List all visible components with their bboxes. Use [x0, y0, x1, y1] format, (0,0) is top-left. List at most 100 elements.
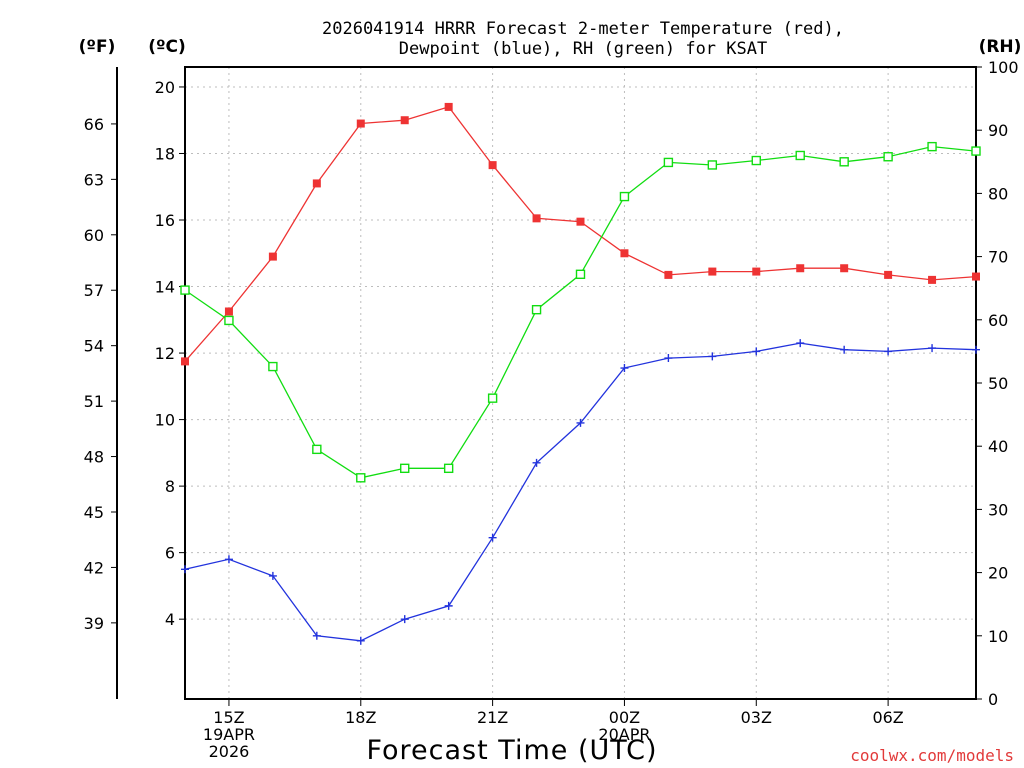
relative-humidity-point: [927, 141, 937, 152]
credit-text: coolwx.com/models: [850, 746, 1014, 765]
relative-humidity-point: [312, 444, 322, 455]
2-meter-temperature-point: [312, 179, 321, 188]
dewpoint-point: [488, 533, 497, 542]
dewpoint-point: [620, 364, 629, 373]
celsius-tick-label: 14: [155, 278, 175, 297]
fahrenheit-tick-label: 42: [84, 558, 104, 577]
relative-humidity-point: [971, 146, 981, 156]
dewpoint-point: [972, 345, 980, 354]
relative-humidity-point: [224, 315, 234, 326]
2-meter-temperature-point: [576, 217, 585, 226]
rh-tick-label: 30: [988, 500, 1008, 519]
relative-humidity-point: [839, 157, 849, 167]
2-meter-temperature-point: [664, 270, 673, 279]
dewpoint-point: [576, 418, 585, 427]
2-meter-temperature-point: [708, 267, 717, 276]
dewpoint-point: [181, 565, 189, 574]
dewpoint-point: [752, 347, 761, 356]
celsius-tick-label: 4: [165, 610, 175, 629]
x-axis-label: Forecast Time (UTC): [366, 735, 657, 766]
fahrenheit-tick-label: 54: [84, 337, 104, 356]
2-meter-temperature-point: [268, 252, 277, 261]
2-meter-temperature-point: [620, 249, 629, 258]
celsius-tick-label: 18: [155, 144, 175, 163]
relative-humidity-point: [795, 150, 805, 161]
relative-humidity-point: [356, 473, 366, 483]
rh-tick-label: 70: [988, 248, 1008, 267]
2-meter-temperature-point: [181, 357, 189, 366]
chart-title-line2: Dewpoint (blue), RH (green) for KSAT: [399, 39, 767, 59]
2-meter-temperature-point: [224, 307, 233, 316]
x-tick-label: 18Z: [345, 708, 376, 727]
fahrenheit-tick-label: 51: [84, 392, 104, 411]
celsius-tick-label: 12: [155, 344, 175, 363]
celsius-tick-label: 10: [155, 411, 175, 430]
series-layer: [180, 102, 981, 645]
axes-layer: 4 6 8 10 12 14 16 18 20 39 42 45 48 51 54 57 60 63 66 0 10 20…: [84, 58, 1019, 761]
rh-unit-label: (RH): [979, 37, 1022, 57]
relative-humidity-point: [268, 361, 278, 372]
dewpoint-line: [184, 342, 977, 642]
dewpoint-point: [224, 555, 233, 564]
dewpoint-point: [664, 354, 673, 363]
relative-humidity-point: [751, 155, 761, 166]
2-meter-temperature-point: [972, 272, 980, 281]
relative-humidity-point: [531, 304, 542, 315]
fahrenheit-tick-label: 63: [84, 170, 104, 189]
relative-humidity-point: [663, 157, 674, 168]
2-meter-temperature-point: [444, 102, 453, 111]
relative-humidity-point: [487, 393, 498, 403]
plot-frame: [184, 66, 977, 700]
2-meter-temperature-point: [752, 267, 761, 276]
x-tick-label: 19APR: [203, 725, 255, 744]
dewpoint-point: [928, 344, 937, 353]
relative-humidity-point: [443, 463, 454, 474]
2-meter-temperature-point: [884, 270, 893, 279]
celsius-unit-label: (ºC): [148, 37, 186, 57]
rh-tick-label: 90: [988, 121, 1008, 140]
fahrenheit-tick-label: 39: [84, 614, 104, 633]
dewpoint-point: [884, 347, 893, 356]
2-meter-temperature-point: [400, 116, 409, 125]
rh-tick-label: 50: [988, 374, 1008, 393]
rh-tick-label: 0: [988, 690, 998, 709]
dewpoint-point: [708, 352, 717, 361]
2-meter-temperature-point: [928, 275, 937, 284]
relative-humidity-point: [707, 160, 718, 170]
fahrenheit-tick-label: 45: [84, 503, 104, 522]
relative-humidity-point: [180, 285, 190, 295]
relative-humidity-point: [575, 269, 586, 279]
2-meter-temperature-point: [356, 119, 365, 128]
fahrenheit-tick-label: 66: [84, 115, 104, 134]
relative-humidity-line: [184, 145, 977, 479]
relative-humidity-point: [400, 463, 410, 474]
dewpoint-point: [312, 631, 321, 640]
dewpoint-point: [840, 345, 849, 354]
dewpoint-point: [532, 458, 541, 467]
dewpoint-point: [356, 636, 365, 645]
fahrenheit-tick-label: 57: [84, 281, 104, 300]
rh-tick-label: 40: [988, 437, 1008, 456]
dewpoint-point: [796, 339, 805, 348]
2-meter-temperature-point: [488, 161, 497, 170]
2-meter-temperature-point: [532, 214, 541, 223]
rh-tick-label: 80: [988, 184, 1008, 203]
fahrenheit-tick-label: 48: [84, 448, 104, 467]
x-tick-label: 15Z: [213, 708, 244, 727]
celsius-tick-label: 16: [155, 211, 175, 230]
celsius-tick-label: 20: [155, 78, 175, 97]
dewpoint-point: [268, 571, 277, 580]
2-meter-temperature-point: [796, 264, 805, 273]
x-tick-label: 21Z: [477, 708, 508, 727]
dewpoint-point: [400, 615, 409, 624]
chart-title-line1: 2026041914 HRRR Forecast 2-meter Tempera…: [322, 19, 844, 39]
grid-layer: [185, 67, 976, 699]
x-tick-label: 03Z: [741, 708, 772, 727]
x-tick-label: 20APR: [598, 725, 650, 744]
2-meter-temperature-line: [184, 106, 977, 362]
x-tick-label: 06Z: [872, 708, 903, 727]
x-tick-label: 2026: [209, 742, 250, 761]
x-tick-label: 00Z: [609, 708, 640, 727]
